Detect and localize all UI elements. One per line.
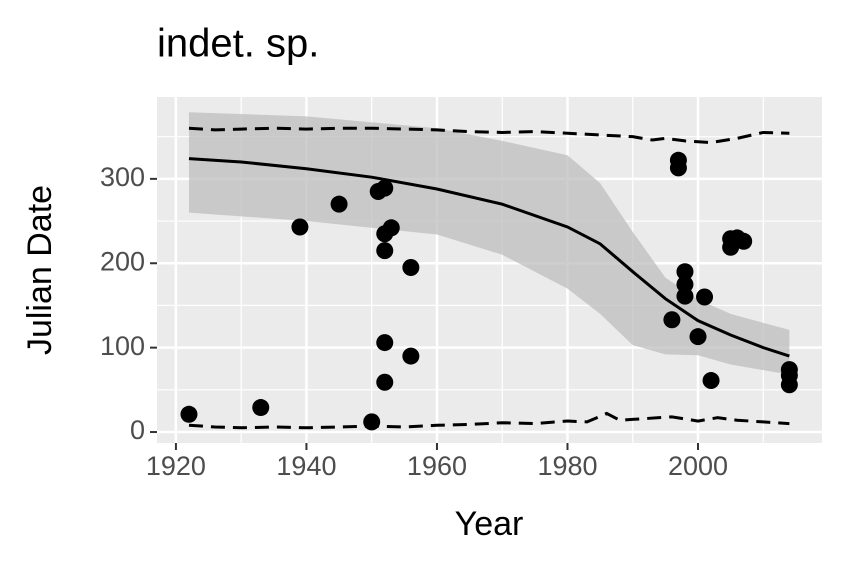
point [376,373,394,391]
point [676,263,694,281]
point [663,311,681,329]
x-tick-label: 1940 [276,451,336,481]
x-tick-label: 1920 [146,451,206,481]
point [669,159,687,177]
point [376,179,394,197]
x-tick-label: 1960 [407,451,467,481]
y-tick-label: 200 [100,246,145,276]
point [382,219,400,237]
x-axis-label: Year [455,505,524,543]
quantile-line [188,411,790,430]
point [702,372,720,390]
point [676,275,694,293]
point [676,287,694,305]
point [330,195,348,213]
y-tick-label: 0 [130,415,145,445]
chart-title: indet. sp. [157,22,319,66]
point [402,347,420,365]
y-tick-label: 300 [100,162,145,192]
point [252,399,270,417]
point [376,334,394,352]
point [291,218,309,236]
point [735,232,753,250]
point [689,328,707,346]
point [180,405,198,423]
y-axis-label: Julian Date [21,185,59,355]
y-tick-label: 100 [100,331,145,361]
confidence-band [188,112,790,375]
point [376,242,394,260]
point [780,376,798,394]
point [402,258,420,276]
point [363,413,381,431]
fit-line [188,157,790,358]
quantile-line [188,126,790,145]
point [696,288,714,306]
x-tick-label: 1980 [537,451,597,481]
x-tick-label: 2000 [668,451,728,481]
